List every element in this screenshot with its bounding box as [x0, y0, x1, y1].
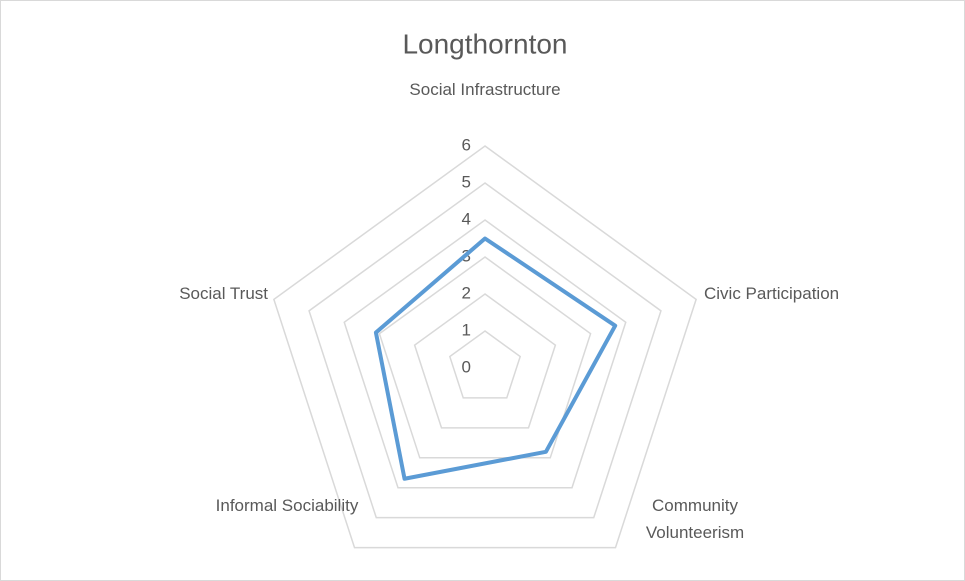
r-tick-label: 6 — [462, 135, 471, 154]
category-label: Community Volunteerism — [645, 496, 745, 542]
r-tick-label: 2 — [462, 283, 471, 302]
category-label: Informal Sociability — [215, 496, 359, 515]
grid-ring — [343, 219, 627, 489]
grid-ring — [448, 330, 522, 399]
category-label: Civic Participation — [704, 284, 840, 303]
grid-ring — [272, 145, 698, 549]
r-tick-label: 5 — [462, 172, 471, 191]
r-tick-label: 4 — [462, 209, 471, 228]
chart-title: Longthornton — [402, 28, 567, 59]
category-label: Social Infrastructure — [409, 80, 561, 99]
category-label: Social Trust — [179, 284, 268, 303]
grid-ring — [378, 256, 592, 459]
r-tick-label: 0 — [462, 357, 471, 376]
grid-ring — [413, 293, 557, 429]
grid-ring — [308, 182, 662, 519]
series-line — [373, 236, 618, 481]
r-tick-label: 1 — [462, 320, 471, 339]
